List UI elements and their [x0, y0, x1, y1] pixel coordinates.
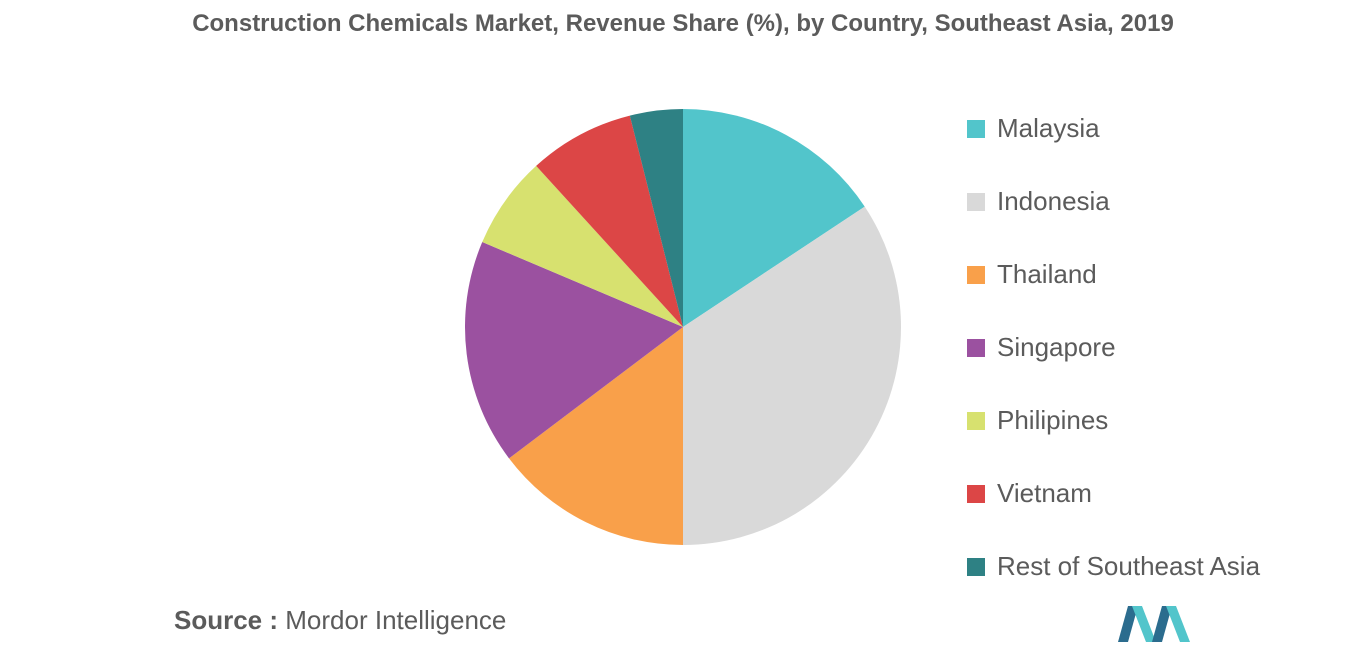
legend-item: Thailand [967, 238, 1260, 311]
mordor-intelligence-logo-icon [1118, 606, 1190, 642]
chart-title: Construction Chemicals Market, Revenue S… [192, 10, 1174, 37]
legend-label: Indonesia [997, 186, 1110, 216]
source-name: Mordor Intelligence [285, 605, 507, 635]
legend-swatch [967, 192, 985, 211]
legend-item: Singapore [967, 311, 1260, 384]
legend-swatch [967, 411, 985, 430]
chart-legend: Malaysia Indonesia Thailand Singapore Philip… [967, 92, 1260, 603]
legend-label: Singapore [997, 332, 1116, 362]
legend-swatch [967, 338, 985, 357]
legend-label: Philipines [997, 405, 1109, 435]
legend-swatch [967, 557, 985, 576]
pie-slice-thailand [509, 327, 683, 545]
legend-item: Philipines [967, 384, 1260, 457]
legend-label: Malaysia [997, 113, 1100, 143]
pie-slice-philipines [482, 165, 683, 327]
legend-swatch [967, 265, 985, 284]
pie-slice-malaysia [683, 109, 865, 327]
legend-swatch [967, 119, 985, 138]
source-note: Source : Mordor Intelligence [174, 605, 506, 636]
pie-chart [465, 109, 901, 545]
legend-swatch [967, 484, 985, 503]
legend-label: Vietnam [997, 478, 1092, 508]
pie-slice-indonesia [683, 206, 901, 545]
pie-slice-vietnam [536, 115, 683, 328]
legend-item: Rest of Southeast Asia [967, 530, 1260, 603]
legend-label: Rest of Southeast Asia [997, 551, 1261, 581]
legend-item: Malaysia [967, 92, 1260, 165]
pie-slice-rest-of-southeast-asia [629, 109, 683, 327]
source-prefix: Source : [174, 605, 279, 635]
pie-slice-singapore [465, 242, 683, 459]
legend-item: Indonesia [967, 165, 1260, 238]
legend-label: Thailand [997, 259, 1097, 289]
legend-item: Vietnam [967, 457, 1260, 530]
